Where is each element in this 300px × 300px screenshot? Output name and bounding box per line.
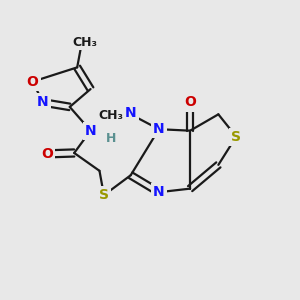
Text: O: O [184,95,196,110]
Text: CH₃: CH₃ [99,109,124,122]
Text: N: N [37,95,49,110]
Text: S: S [99,188,109,202]
Text: CH₃: CH₃ [72,36,97,49]
Text: N: N [153,185,165,199]
Text: N: N [125,106,136,120]
Text: S: S [231,130,241,144]
Text: N: N [85,124,96,138]
Text: O: O [41,147,53,161]
Text: N: N [153,122,165,136]
Text: H: H [106,132,116,145]
Text: O: O [27,75,38,88]
